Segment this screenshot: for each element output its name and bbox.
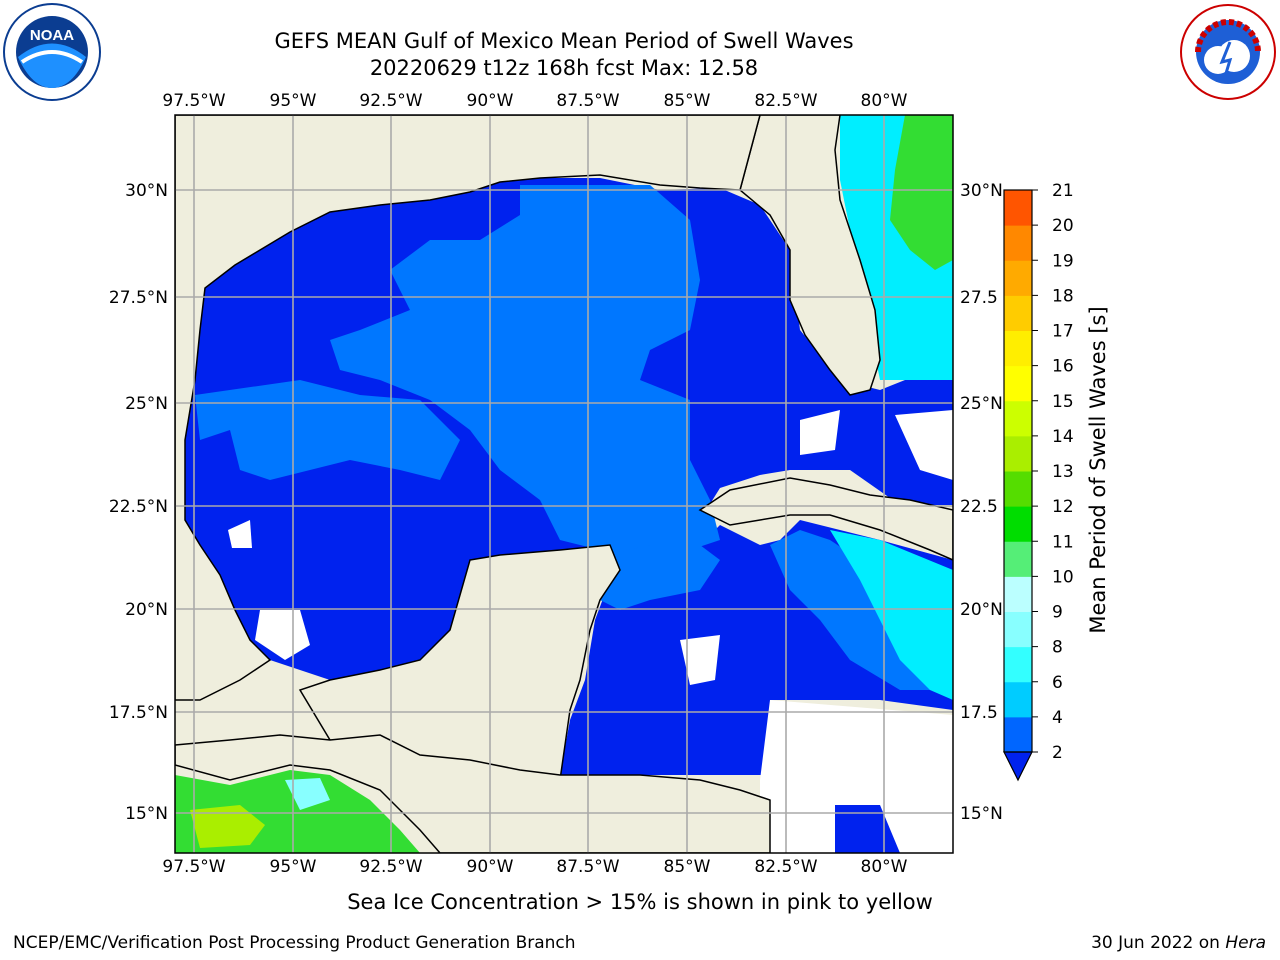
cuba-land — [698, 477, 953, 561]
lat-label-right: 22.5 — [960, 497, 998, 517]
map-frame — [174, 114, 954, 854]
lon-label-top: 90°W — [467, 91, 514, 111]
colorbar-segment — [1004, 260, 1032, 296]
lon-label-bottom: 80°W — [861, 857, 908, 877]
colorbar-tick-label: 17 — [1052, 322, 1074, 342]
lon-label-top: 97.5°W — [162, 91, 225, 111]
colorbar-segment — [1004, 646, 1032, 683]
colorbar-segment — [1004, 190, 1032, 226]
colorbar-segment — [1004, 611, 1032, 648]
colorbar-segment — [1004, 541, 1032, 577]
lat-label-left: 25°N — [125, 394, 168, 414]
lon-label-top: 85°W — [664, 91, 711, 111]
colorbar-tick-label: 21 — [1052, 181, 1074, 201]
colorbar-extend-arrow — [1003, 751, 1033, 782]
colorbar-tick-label: 14 — [1052, 427, 1074, 447]
colorbar-segment — [1004, 330, 1032, 367]
ocean-mid-patch — [330, 185, 720, 580]
lat-label-right: 20°N — [960, 600, 1003, 620]
colorbar-segment — [1004, 576, 1032, 612]
credit-text: NCEP/EMC/Verification Post Processing Pr… — [13, 933, 576, 953]
lon-label-bottom: 85°W — [664, 857, 711, 877]
colorbar-tick-label: 12 — [1052, 497, 1074, 517]
date-text: 30 Jun 2022 on Hera — [1091, 933, 1266, 953]
lon-labels-top: 97.5°W 95°W 92.5°W 90°W 87.5°W 85°W 82.5… — [162, 91, 907, 111]
lat-label-left: 15°N — [125, 804, 168, 824]
no-data-area — [895, 410, 953, 480]
lon-label-bottom: 82.5°W — [754, 857, 817, 877]
colorbar-segment — [1004, 225, 1032, 261]
colorbar-tick-label: 18 — [1052, 286, 1074, 306]
graticule — [175, 115, 953, 853]
colorbar-segment — [1004, 471, 1032, 507]
colorbar-tick-label: 11 — [1052, 532, 1074, 552]
lat-label-left: 20°N — [125, 600, 168, 620]
colorbar-tick-label: 15 — [1052, 392, 1074, 412]
colorbar-tick-label: 16 — [1052, 357, 1074, 377]
lon-label-top: 95°W — [270, 91, 317, 111]
lat-label-right: 15°N — [960, 804, 1003, 824]
gulf-coast-land — [175, 115, 761, 701]
lon-label-top: 92.5°W — [359, 91, 422, 111]
lon-labels-bottom: 97.5°W 95°W 92.5°W 90°W 87.5°W 85°W 82.5… — [162, 857, 907, 877]
colorbar-segment — [1004, 295, 1032, 331]
lon-label-top: 87.5°W — [556, 91, 619, 111]
florida-land — [739, 115, 881, 396]
colorbar-tick-label: 4 — [1052, 708, 1063, 728]
colorbar-label: Mean Period of Swell Waves [s] — [1086, 306, 1110, 633]
nws-logo — [1180, 4, 1276, 100]
lat-label-left: 27.5°N — [109, 288, 168, 308]
lat-label-left: 17.5°N — [109, 703, 168, 723]
lat-labels-right: 30°N 27.5 25°N 22.5 20°N 17.5 15°N — [960, 181, 1003, 824]
noaa-logo-text: NOAA — [30, 27, 74, 44]
central-america-land — [175, 734, 771, 853]
map-subtitle: 20220629 t12z 168h fcst Max: 12.58 — [369, 56, 759, 80]
lat-label-left: 30°N — [125, 181, 168, 201]
colorbar-tick-label: 20 — [1052, 216, 1074, 236]
colorbar-tick-label: 2 — [1052, 743, 1063, 763]
lon-label-bottom: 95°W — [270, 857, 317, 877]
lat-label-right: 25°N — [960, 394, 1003, 414]
pacific-swell-cyan — [285, 778, 330, 810]
colorbar-segment — [1004, 365, 1032, 402]
lat-labels-left: 30°N 27.5°N 25°N 22.5°N 20°N 17.5°N 15°N — [109, 181, 168, 824]
lon-label-bottom: 97.5°W — [162, 857, 225, 877]
ocean-mid-patch — [195, 380, 460, 480]
colorbar-segment — [1004, 435, 1032, 472]
no-data-area — [760, 700, 953, 853]
lon-label-bottom: 90°W — [467, 857, 514, 877]
colorbar-segment — [1004, 681, 1032, 718]
date-label: 30 Jun 2022 on — [1091, 933, 1226, 953]
colorbar-segment — [1004, 400, 1032, 437]
no-data-area — [255, 610, 310, 660]
map-title: GEFS MEAN Gulf of Mexico Mean Period of … — [274, 29, 854, 53]
lon-label-bottom: 87.5°W — [556, 857, 619, 877]
colorbar-tick-label: 9 — [1052, 603, 1063, 623]
date-host: Hera — [1225, 933, 1266, 953]
caribbean-swell — [830, 530, 953, 700]
lat-label-left: 22.5°N — [109, 497, 168, 517]
colorbar-segment — [1004, 506, 1032, 542]
colorbar-tick-label: 8 — [1052, 638, 1063, 658]
lat-label-right: 17.5 — [960, 703, 998, 723]
sea-ice-note: Sea Ice Concentration > 15% is shown in … — [347, 890, 933, 914]
colorbar-tick-label: 13 — [1052, 462, 1074, 482]
lon-label-bottom: 92.5°W — [359, 857, 422, 877]
colorbar-tick-label: 6 — [1052, 673, 1063, 693]
lat-label-right: 27.5 — [960, 288, 998, 308]
lon-label-top: 82.5°W — [754, 91, 817, 111]
no-data-area — [680, 635, 720, 685]
no-data-area — [800, 410, 840, 455]
lat-label-right: 30°N — [960, 181, 1003, 201]
colorbar: 2 4 6 8 9 10 11 12 13 14 15 16 17 18 19 20 21 — [1003, 181, 1074, 782]
colorbar-tick-label: 19 — [1052, 251, 1074, 271]
colorbar-tick-label: 10 — [1052, 567, 1074, 587]
atlantic-swell-green — [890, 115, 953, 270]
lon-label-top: 80°W — [861, 91, 908, 111]
no-data-area — [228, 520, 252, 548]
noaa-logo: NOAA — [3, 3, 101, 101]
pacific-swell-yellowgreen — [190, 805, 265, 848]
colorbar-segment — [1004, 716, 1032, 753]
